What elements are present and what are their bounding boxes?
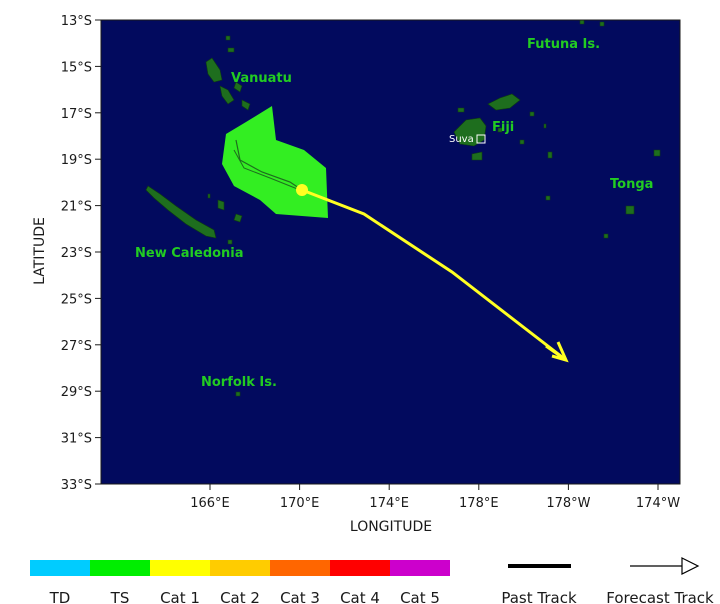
latitude-tick-label: 31°S <box>61 432 92 447</box>
longitude-tick-label: 178°E <box>459 496 499 511</box>
past-track-trace <box>235 139 303 191</box>
legend-category-label: Cat 4 <box>340 589 380 604</box>
longitude-tick-label: 170°E <box>280 496 320 511</box>
storm-current-position <box>296 184 308 196</box>
latitude-tick-label: 29°S <box>61 385 92 400</box>
legend-category-label: Cat 2 <box>220 589 260 604</box>
legend-category-scale: TD TS Cat 1 Cat 2 Cat 3 Cat 4 Cat 5 <box>30 560 450 604</box>
longitude-axis: 166°E 170°E 174°E 178°E 178°W 174°W <box>190 484 680 511</box>
latitude-tick-label: 19°S <box>61 153 92 168</box>
longitude-tick-label: 178°W <box>546 496 590 511</box>
latitude-tick-label: 13°S <box>61 14 92 29</box>
legend-forecast-arrow-icon <box>681 557 700 575</box>
island-dot <box>545 195 551 201</box>
legend-swatch <box>210 560 270 576</box>
vanuatu-island <box>219 85 235 105</box>
fiji-island <box>457 107 465 113</box>
fiji-island <box>471 151 483 161</box>
forecast-track-line <box>301 188 567 362</box>
place-label-fiji: Fiji <box>492 120 514 135</box>
norfolk-island <box>235 391 241 397</box>
vanuatu-island <box>227 47 235 53</box>
new-caledonia-island <box>217 199 225 211</box>
fiji-island <box>497 127 503 133</box>
legend-category-label: TD <box>49 589 71 604</box>
fiji-island <box>519 139 525 145</box>
legend-swatch <box>270 560 330 576</box>
legend-swatch <box>30 560 90 576</box>
ocean-background <box>101 20 680 484</box>
fiji-island <box>529 111 535 117</box>
longitude-tick-label: 174°E <box>369 496 409 511</box>
latitude-tick-label: 23°S <box>61 246 92 261</box>
fiji-island <box>453 117 487 147</box>
latitude-tick-label: 21°S <box>61 200 92 215</box>
legend-forecast-track-label: Forecast Track <box>606 589 714 604</box>
legend-category-label: Cat 1 <box>160 589 200 604</box>
island-dot <box>227 239 233 245</box>
futuna-island <box>579 19 585 25</box>
longitude-tick-label: 174°W <box>636 496 680 511</box>
tonga-island <box>653 149 661 157</box>
forecast-track-arrowhead <box>545 341 569 363</box>
latitude-tick-label: 27°S <box>61 339 92 354</box>
latitude-tick-label: 17°S <box>61 107 92 122</box>
futuna-island <box>599 21 605 27</box>
city-label-suva: Suva <box>449 134 474 145</box>
vanuatu-island <box>241 99 251 111</box>
new-caledonia-island <box>233 213 243 223</box>
longitude-tick-label: 166°E <box>190 496 230 511</box>
y-axis-title: LATITUDE <box>32 217 48 285</box>
new-caledonia-island <box>145 185 217 239</box>
legend-swatch <box>330 560 390 576</box>
legend-category-label: Cat 3 <box>280 589 320 604</box>
place-label-futuna: Futuna Is. <box>527 37 600 52</box>
place-label-new-caledonia: New Caledonia <box>135 246 244 261</box>
vanuatu-island <box>205 57 223 83</box>
legend-swatch <box>390 560 450 576</box>
fiji-island <box>547 151 553 159</box>
fiji-island <box>487 93 521 111</box>
legend-swatch <box>90 560 150 576</box>
vanuatu-island <box>225 35 231 41</box>
past-track-trace-2 <box>233 149 301 191</box>
fiji-island <box>543 123 547 129</box>
tonga-island <box>603 233 609 239</box>
latitude-tick-label: 15°S <box>61 60 92 75</box>
place-label-tonga: Tonga <box>610 177 653 192</box>
place-label-norfolk: Norfolk Is. <box>201 375 277 390</box>
tonga-island <box>625 205 635 215</box>
x-axis-title: LONGITUDE <box>350 519 432 535</box>
legend-swatch <box>150 560 210 576</box>
vanuatu-island <box>233 81 243 93</box>
latitude-tick-label: 25°S <box>61 292 92 307</box>
city-marker-suva <box>476 134 486 144</box>
legend-category-label: TS <box>110 589 130 604</box>
latitude-tick-label: 33°S <box>61 478 92 493</box>
new-caledonia-island <box>207 193 211 199</box>
place-label-vanuatu: Vanuatu <box>231 71 292 86</box>
latitude-axis: 13°S 15°S 17°S 19°S 21°S 23°S 25°S 27°S 29°S 31°S… <box>61 14 101 493</box>
legend-category-label: Cat 5 <box>400 589 440 604</box>
legend-past-track-label: Past Track <box>501 589 577 604</box>
